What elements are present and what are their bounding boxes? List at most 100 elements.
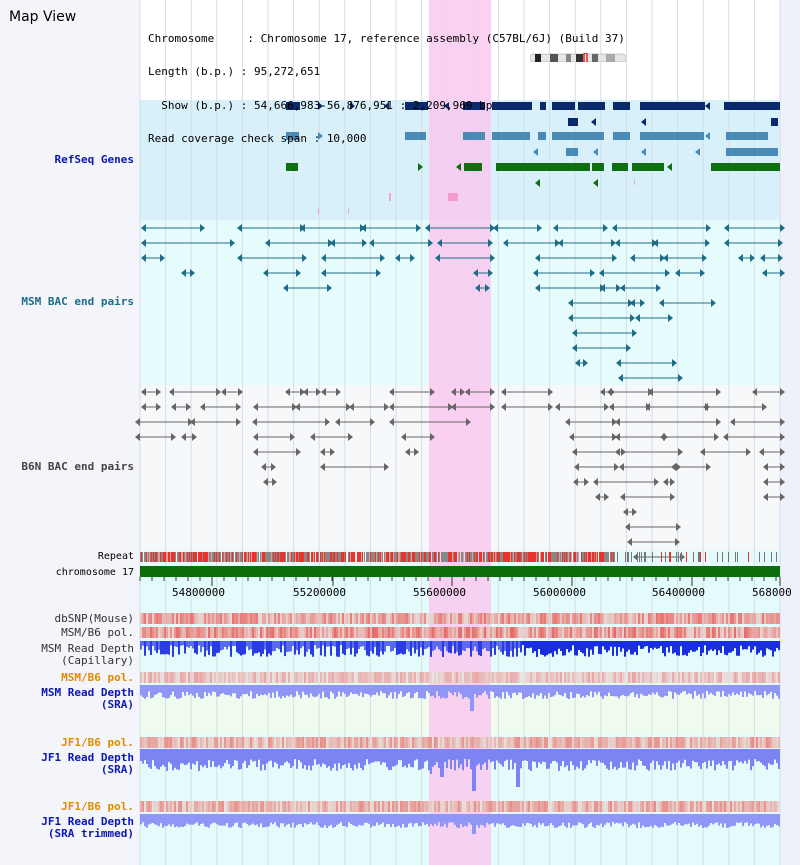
track-label-jf1-b6-pol-2[interactable]: JF1/B6 pol. — [61, 800, 134, 813]
msm-capillary-depth-bar — [726, 641, 728, 656]
jf1-b6-pol-cell — [506, 737, 508, 748]
gene-exon — [552, 102, 575, 110]
track-label-repeat[interactable]: Repeat — [97, 551, 134, 562]
jf1-b6-pol2-cell — [480, 801, 482, 812]
repeat-element — [593, 552, 594, 562]
msm-sra-depth-bar — [186, 685, 188, 692]
msm-b6-pol2-cell — [572, 672, 574, 683]
jf1-sra-depth-bar — [144, 749, 146, 761]
msm-sra-depth-bar — [292, 685, 294, 698]
jf1-sra-depth-bar — [734, 749, 736, 766]
jf1-sra-depth-bar — [534, 749, 536, 762]
msm-capillary-depth-bar — [750, 641, 752, 653]
repeat-element — [280, 552, 281, 562]
track-label-dbsnp[interactable]: dbSNP(Mouse) — [54, 612, 134, 625]
jf1-sra-depth-bar — [770, 749, 772, 765]
track-label-msm-b6-pol[interactable]: MSM/B6 pol. — [61, 626, 134, 639]
jf1-sra-depth-bar — [606, 749, 608, 769]
bac-end-marker — [569, 433, 574, 441]
msm-b6-pol-cell — [446, 627, 448, 638]
msm-capillary-depth-bar — [640, 641, 642, 649]
jf1-sra-depth-bar — [254, 749, 256, 761]
jf1-sra-depth-bar — [252, 749, 254, 762]
track-label-msm-bac[interactable]: MSM BAC end pairs — [21, 295, 134, 308]
jf1-trimmed-depth-bar — [342, 814, 344, 827]
bac-end-marker — [555, 403, 560, 411]
bac-end-marker — [630, 299, 635, 307]
dbsnp-cell — [336, 613, 338, 624]
jf1-trimmed-depth-bar — [176, 814, 178, 827]
jf1-trimmed-depth-bar — [776, 814, 778, 826]
track-label-jf1-depth-trimmed[interactable]: JF1 Read Depth (SRA trimmed) — [41, 815, 134, 840]
jf1-b6-pol2-cell — [702, 801, 704, 812]
msm-b6-pol2-cell — [308, 672, 310, 683]
repeat-element — [220, 552, 221, 562]
track-label-jf1-depth-sra[interactable]: JF1 Read Depth (SRA) — [41, 751, 134, 776]
jf1-b6-pol-cell — [262, 737, 264, 748]
msm-capillary-depth-bar — [526, 641, 528, 649]
jf1-b6-pol2-cell — [622, 801, 624, 812]
jf1-b6-pol-cell — [464, 737, 466, 748]
chromosome-ideogram[interactable] — [530, 53, 626, 62]
msm-b6-pol2-cell — [512, 672, 514, 683]
track-label-jf1-b6-pol[interactable]: JF1/B6 pol. — [61, 736, 134, 749]
jf1-b6-pol-cell — [472, 737, 474, 748]
jf1-trimmed-depth-bar — [260, 814, 262, 824]
jf1-b6-pol2-cell — [444, 801, 446, 812]
dbsnp-cell — [678, 613, 680, 624]
track-label-chromosome[interactable]: chromosome 17 — [55, 567, 134, 578]
msm-sra-depth-bar — [468, 685, 470, 699]
jf1-b6-pol-cell — [626, 737, 628, 748]
msm-b6-pol2-cell — [710, 672, 712, 683]
jf1-b6-pol-cell — [398, 737, 400, 748]
msm-capillary-depth-bar — [198, 641, 200, 646]
jf1-b6-pol-cell — [218, 737, 220, 748]
msm-b6-pol-cell — [648, 627, 650, 638]
jf1-b6-pol-cell — [172, 737, 174, 748]
jf1-trimmed-depth-bar — [460, 814, 462, 824]
repeat-element — [240, 552, 241, 562]
msm-b6-pol-cell — [424, 627, 426, 638]
msm-b6-pol-cell — [528, 627, 530, 638]
repeat-element — [236, 552, 237, 562]
jf1-b6-pol-cell — [234, 737, 236, 748]
msm-b6-pol-cell — [746, 627, 748, 638]
msm-sra-depth-bar — [618, 685, 620, 699]
msm-capillary-depth-bar — [202, 641, 204, 647]
msm-b6-pol2-cell — [296, 672, 298, 683]
msm-capillary-depth-bar — [754, 641, 756, 647]
jf1-sra-depth-bar — [398, 749, 400, 761]
msm-sra-depth-bar — [760, 685, 762, 695]
jf1-b6-pol-cell — [176, 737, 178, 748]
bac-end-marker — [410, 254, 415, 262]
track-label-msm-depth-capillary[interactable]: MSM Read Depth (Capillary) — [41, 642, 134, 667]
gene-exon — [568, 118, 578, 126]
jf1-sra-depth-bar — [154, 749, 156, 766]
jf1-trimmed-depth-bar — [354, 814, 356, 827]
msm-capillary-depth-bar — [398, 641, 400, 655]
gene-strand-arrow — [444, 102, 449, 110]
dbsnp-cell — [144, 613, 146, 624]
jf1-trimmed-depth-bar — [224, 814, 226, 826]
jf1-b6-pol-cell — [722, 737, 724, 748]
repeat-element — [519, 552, 520, 562]
track-label-b6n-bac[interactable]: B6N BAC end pairs — [21, 460, 134, 473]
jf1-sra-depth-bar — [460, 749, 462, 765]
repeat-element — [224, 552, 225, 562]
track-label-refseq-genes[interactable]: RefSeq Genes — [54, 153, 134, 166]
msm-sra-depth-bar — [456, 685, 458, 697]
jf1-sra-depth-bar — [738, 749, 740, 763]
bac-end-marker — [702, 254, 707, 262]
msm-b6-pol-cell — [542, 627, 544, 638]
track-label-msm-depth-sra[interactable]: MSM Read Depth (SRA) — [41, 686, 134, 711]
repeat-element — [272, 552, 273, 562]
jf1-trimmed-depth-bar — [352, 814, 354, 826]
jf1-trimmed-depth-bar — [514, 814, 516, 826]
msm-sra-depth-bar — [568, 685, 570, 699]
gene-exon — [405, 102, 428, 110]
jf1-b6-pol2-cell — [148, 801, 150, 812]
jf1-b6-pol-cell — [430, 737, 432, 748]
track-label-msm-b6-pol-2[interactable]: MSM/B6 pol. — [61, 671, 134, 684]
dbsnp-cell — [140, 613, 142, 624]
